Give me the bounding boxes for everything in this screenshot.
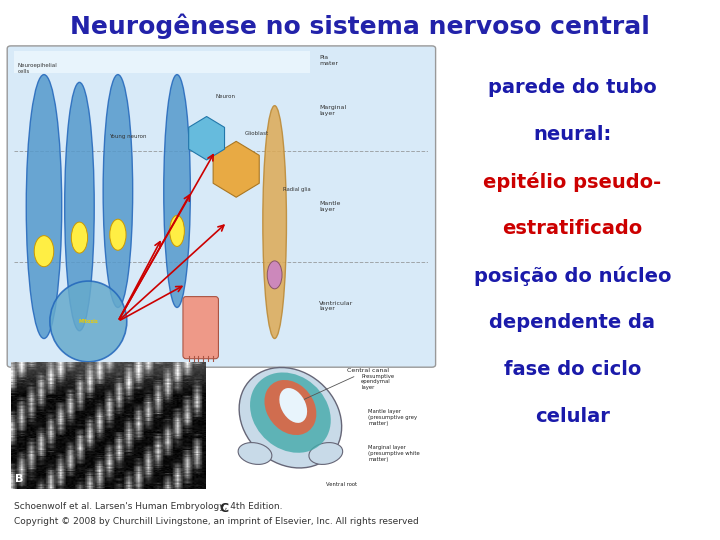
Text: Radial glia: Radial glia — [284, 187, 311, 192]
Text: epitélio pseudo-: epitélio pseudo- — [483, 172, 662, 192]
Text: Central canal: Central canal — [300, 368, 389, 401]
Ellipse shape — [263, 106, 287, 339]
Text: dependente da: dependente da — [490, 313, 655, 332]
Text: Marginal layer
(presumptive white
matter): Marginal layer (presumptive white matter… — [368, 445, 420, 462]
Text: Neuroepihelial
cells: Neuroepihelial cells — [17, 63, 57, 74]
Text: Marginal
layer: Marginal layer — [319, 105, 346, 116]
Text: Neuron: Neuron — [215, 94, 235, 99]
Text: parede do tubo: parede do tubo — [488, 78, 657, 97]
Text: Schoenwolf et al. Larsen's Human Embryology, 4th Edition.: Schoenwolf et al. Larsen's Human Embryol… — [14, 502, 283, 511]
Text: A: A — [11, 370, 20, 383]
Ellipse shape — [309, 443, 343, 464]
Ellipse shape — [35, 228, 54, 259]
Text: C: C — [220, 502, 229, 515]
Ellipse shape — [71, 217, 88, 248]
Bar — [14, 51, 310, 73]
Text: Presumptive
ependymal
layer: Presumptive ependymal layer — [361, 374, 395, 390]
Text: estratificado: estratificado — [503, 219, 642, 238]
Text: B: B — [14, 474, 23, 484]
Text: fase do ciclo: fase do ciclo — [504, 360, 641, 379]
Text: Mitosis: Mitosis — [78, 319, 98, 324]
Text: Neurogênese no sistema nervoso central: Neurogênese no sistema nervoso central — [70, 14, 650, 39]
Circle shape — [50, 281, 127, 362]
Ellipse shape — [279, 388, 307, 423]
Text: Glioblast: Glioblast — [245, 131, 269, 136]
Ellipse shape — [163, 75, 190, 307]
Text: Copyright © 2008 by Churchill Livingstone, an imprint of Elsevier, Inc. All righ: Copyright © 2008 by Churchill Livingston… — [14, 517, 419, 526]
Ellipse shape — [267, 261, 282, 289]
Text: Ventricular
layer: Ventricular layer — [319, 300, 354, 311]
Text: Mantle layer
(presumptive grey
matter): Mantle layer (presumptive grey matter) — [368, 409, 418, 426]
Text: neural:: neural: — [534, 125, 611, 144]
Text: celular: celular — [535, 407, 610, 426]
Ellipse shape — [65, 82, 94, 330]
Text: Mantle
layer: Mantle layer — [319, 201, 341, 212]
Ellipse shape — [103, 75, 132, 307]
Text: Ependymal
cell: Ependymal cell — [177, 368, 204, 379]
FancyBboxPatch shape — [7, 46, 436, 367]
Ellipse shape — [170, 206, 184, 238]
Ellipse shape — [109, 209, 126, 240]
Ellipse shape — [26, 75, 62, 339]
Text: posição do núcleo: posição do núcleo — [474, 266, 671, 286]
Text: Pia
mater: Pia mater — [319, 55, 338, 66]
Text: Young neuron: Young neuron — [109, 134, 147, 139]
FancyBboxPatch shape — [183, 296, 218, 359]
Ellipse shape — [238, 443, 272, 464]
Text: Ventral root: Ventral root — [325, 482, 357, 487]
Ellipse shape — [264, 380, 316, 435]
Ellipse shape — [250, 373, 330, 453]
Ellipse shape — [239, 368, 342, 468]
